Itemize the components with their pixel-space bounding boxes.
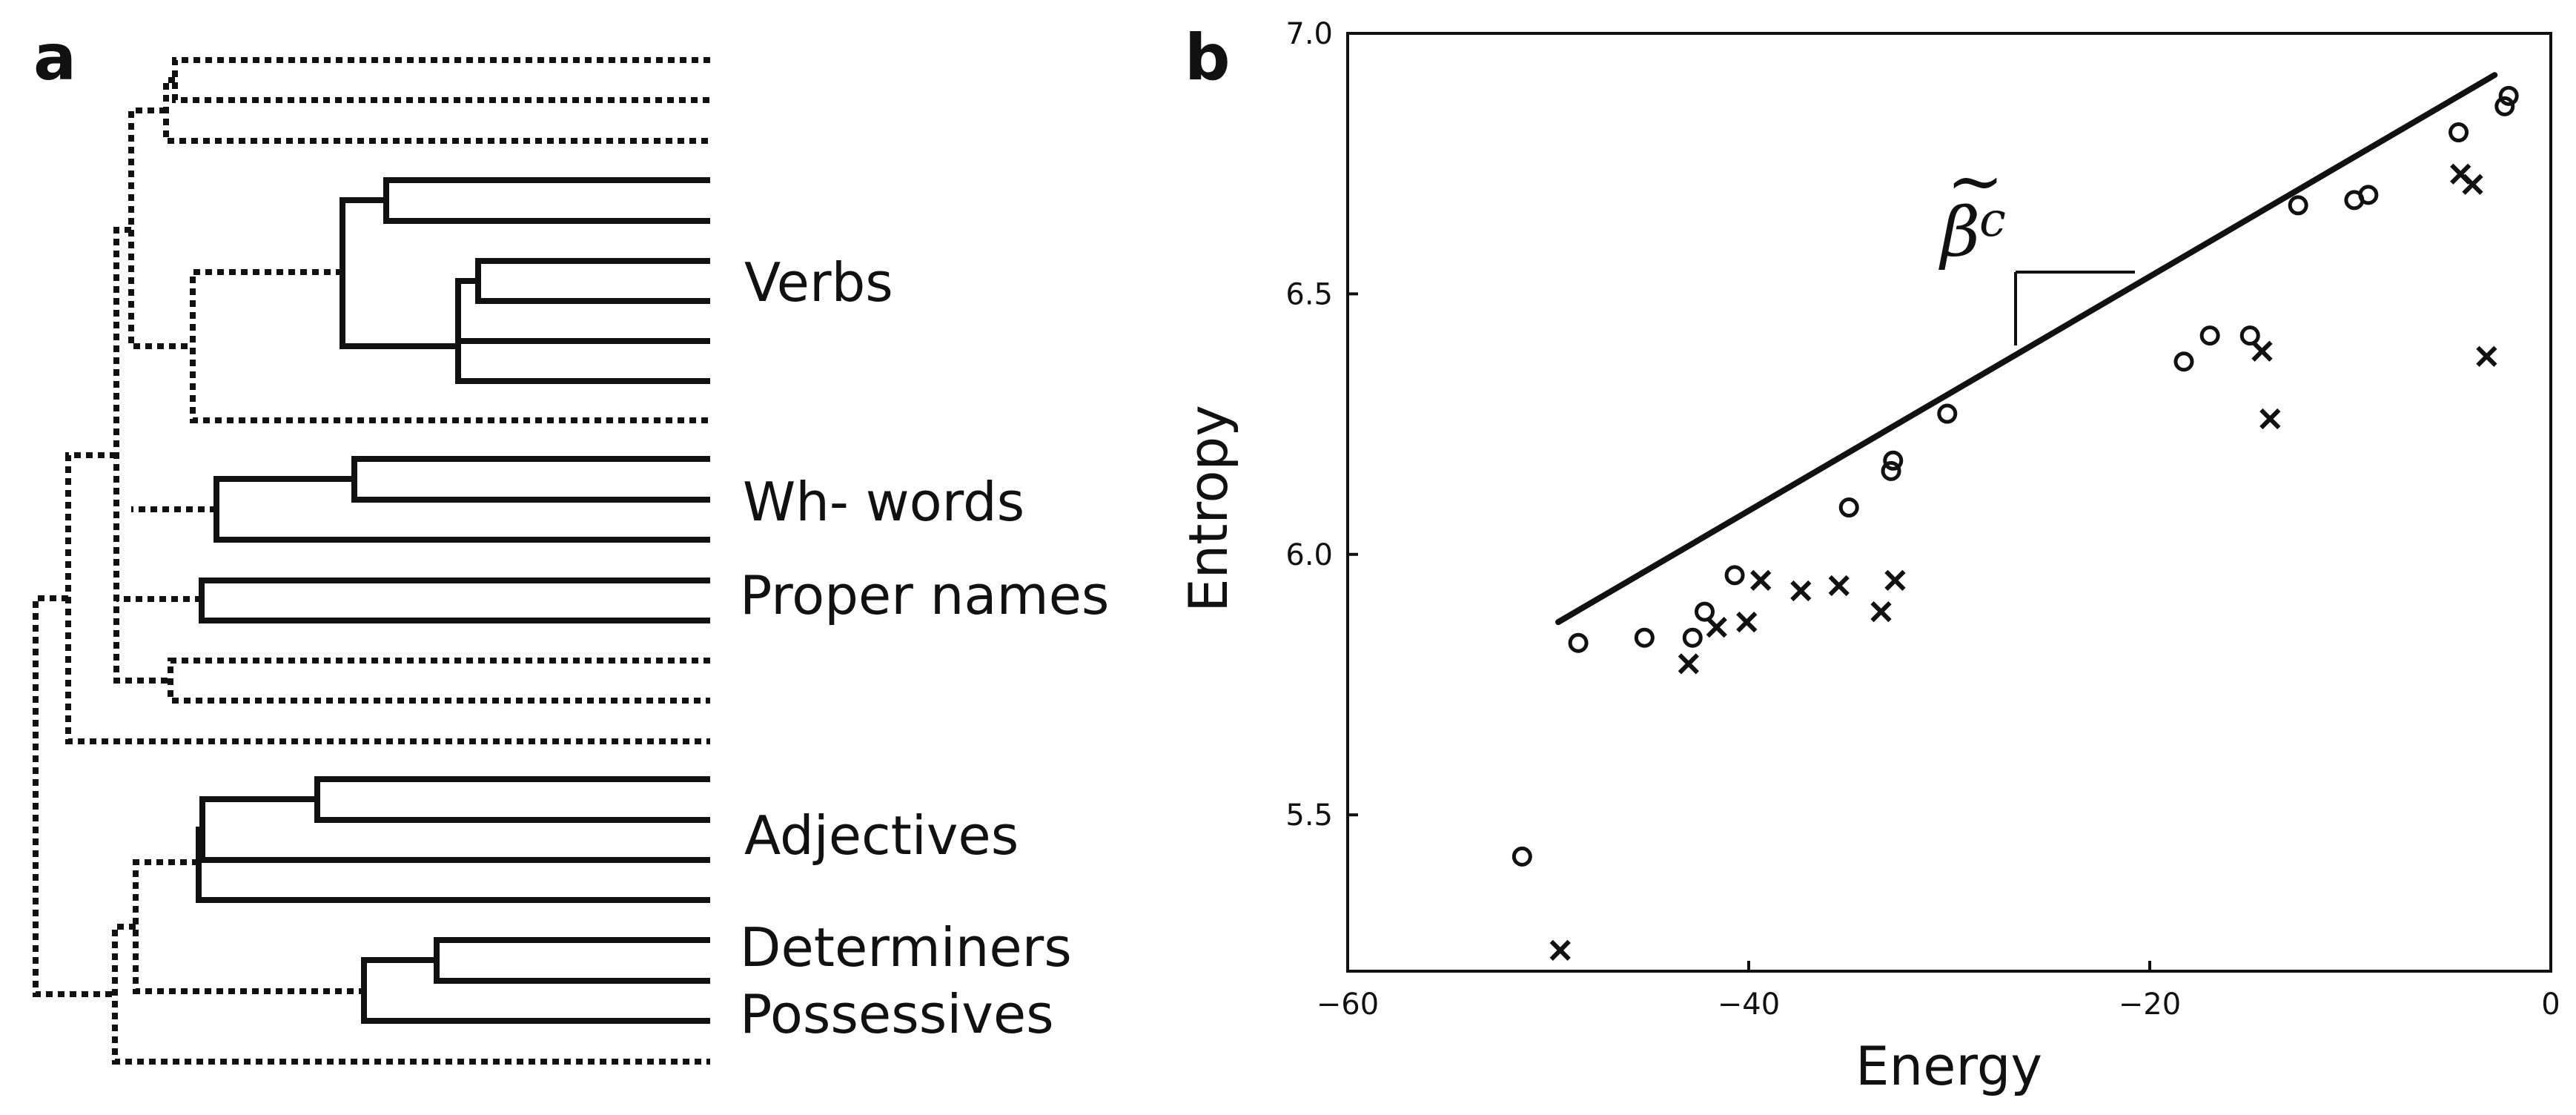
dendrogram-solid-links xyxy=(196,177,710,1024)
data-point-circle xyxy=(2494,96,2515,116)
slope-symbol: β xyxy=(1938,193,1980,272)
y-tick-label: 6.5 xyxy=(1285,277,1333,311)
group-label-determiners: Determiners xyxy=(740,916,1072,979)
data-point-cross xyxy=(2462,173,2483,195)
dendrogram-panel: a xyxy=(33,21,1109,1065)
dendrogram-link xyxy=(196,827,710,903)
data-point-circle xyxy=(1634,627,1655,648)
dendrogram-link xyxy=(163,77,710,144)
dendrogram-link xyxy=(199,578,710,623)
fit-line xyxy=(1555,72,2498,626)
dendrogram-link xyxy=(383,177,710,224)
y-tick-label: 5.5 xyxy=(1285,798,1333,833)
dendrogram-link xyxy=(133,859,364,994)
scatter-panel: b −60 −40 −20 0 5.5 6.0 6.5 7.0 ~ β c Energy E… xyxy=(1177,17,2560,1097)
group-label-adjectives: Adjectives xyxy=(744,804,1019,867)
dendrogram-link xyxy=(434,937,710,984)
y-tick-label: 6.0 xyxy=(1285,538,1333,572)
data-point-circle xyxy=(1512,846,1532,867)
dendrogram-link xyxy=(455,278,710,384)
slope-annotation: ~ β c xyxy=(1938,142,2135,345)
data-point-cross xyxy=(1790,580,1812,602)
dendrogram-group-labels: Verbs Wh- words Proper names Adjectives … xyxy=(740,251,1109,1045)
x-axis-ticks: −60 −40 −20 0 xyxy=(1317,961,2560,1022)
y-axis-label: Entropy xyxy=(1177,405,1239,612)
group-label-proper-names: Proper names xyxy=(740,564,1109,626)
data-point-cross xyxy=(2251,340,2273,362)
dendrogram-link xyxy=(172,57,710,103)
slope-bracket xyxy=(2014,271,2135,345)
dendrogram-link xyxy=(475,258,710,304)
scatter-points xyxy=(1512,85,2519,962)
data-point-circle xyxy=(1838,497,1859,518)
data-point-circle xyxy=(2358,185,2379,205)
dendrogram-link xyxy=(199,796,710,863)
data-point-cross xyxy=(1706,617,1727,638)
data-point-cross xyxy=(1678,653,1699,675)
x-tick-label: −20 xyxy=(2119,987,2181,1022)
dendrogram-link xyxy=(213,476,710,543)
dendrogram-link xyxy=(351,456,710,503)
panel-a-label: a xyxy=(33,21,76,95)
data-point-circle xyxy=(2239,325,2260,346)
dendrogram-link xyxy=(33,595,115,997)
y-axis-ticks: 5.5 6.0 6.5 7.0 xyxy=(1285,17,1358,833)
x-tick-label: −60 xyxy=(1317,987,1379,1022)
data-point-circle xyxy=(1568,632,1589,653)
dendrogram-link xyxy=(314,776,710,823)
data-point-circle xyxy=(2448,122,2469,143)
data-point-circle xyxy=(2288,195,2308,216)
data-point-circle xyxy=(2199,325,2220,346)
x-tick-label: −40 xyxy=(1718,987,1780,1022)
dendrogram-link xyxy=(113,227,170,684)
data-point-cross xyxy=(1549,939,1571,962)
data-point-circle xyxy=(1883,450,1904,471)
data-point-cross xyxy=(2476,345,2497,367)
data-point-circle xyxy=(2173,351,2194,372)
slope-superscript: c xyxy=(1979,193,2006,248)
y-tick-label: 7.0 xyxy=(1285,17,1333,51)
x-axis-label: Energy xyxy=(1855,1035,2042,1097)
panel-b-label: b xyxy=(1185,21,1231,95)
group-label-wh-words: Wh- words xyxy=(743,471,1024,533)
group-label-verbs: Verbs xyxy=(744,251,893,314)
data-point-cross xyxy=(1870,600,1892,623)
data-point-circle xyxy=(1881,460,1901,481)
dendrogram-dotted-links xyxy=(33,57,710,1065)
dendrogram-link xyxy=(128,107,193,349)
dendrogram-link xyxy=(361,957,710,1024)
group-label-possessives: Possessives xyxy=(740,983,1054,1045)
dendrogram-link xyxy=(340,197,458,349)
data-point-cross xyxy=(1736,612,1758,633)
dendrogram-link xyxy=(190,269,710,423)
dendrogram-link xyxy=(168,658,710,704)
slope-tilde: ~ xyxy=(1947,142,2004,221)
plot-frame xyxy=(1346,32,2552,973)
data-point-circle xyxy=(1694,601,1715,622)
data-point-cross xyxy=(1750,569,1772,592)
data-point-circle xyxy=(1937,403,1958,424)
data-point-cross xyxy=(2259,408,2281,430)
data-point-cross xyxy=(1884,569,1906,592)
dendrogram-link xyxy=(112,924,710,1065)
x-tick-label: 0 xyxy=(2541,987,2560,1022)
data-point-circle xyxy=(1724,565,1745,586)
data-point-cross xyxy=(1828,575,1850,597)
data-point-circle xyxy=(2498,85,2519,106)
data-point-circle xyxy=(1682,627,1703,648)
